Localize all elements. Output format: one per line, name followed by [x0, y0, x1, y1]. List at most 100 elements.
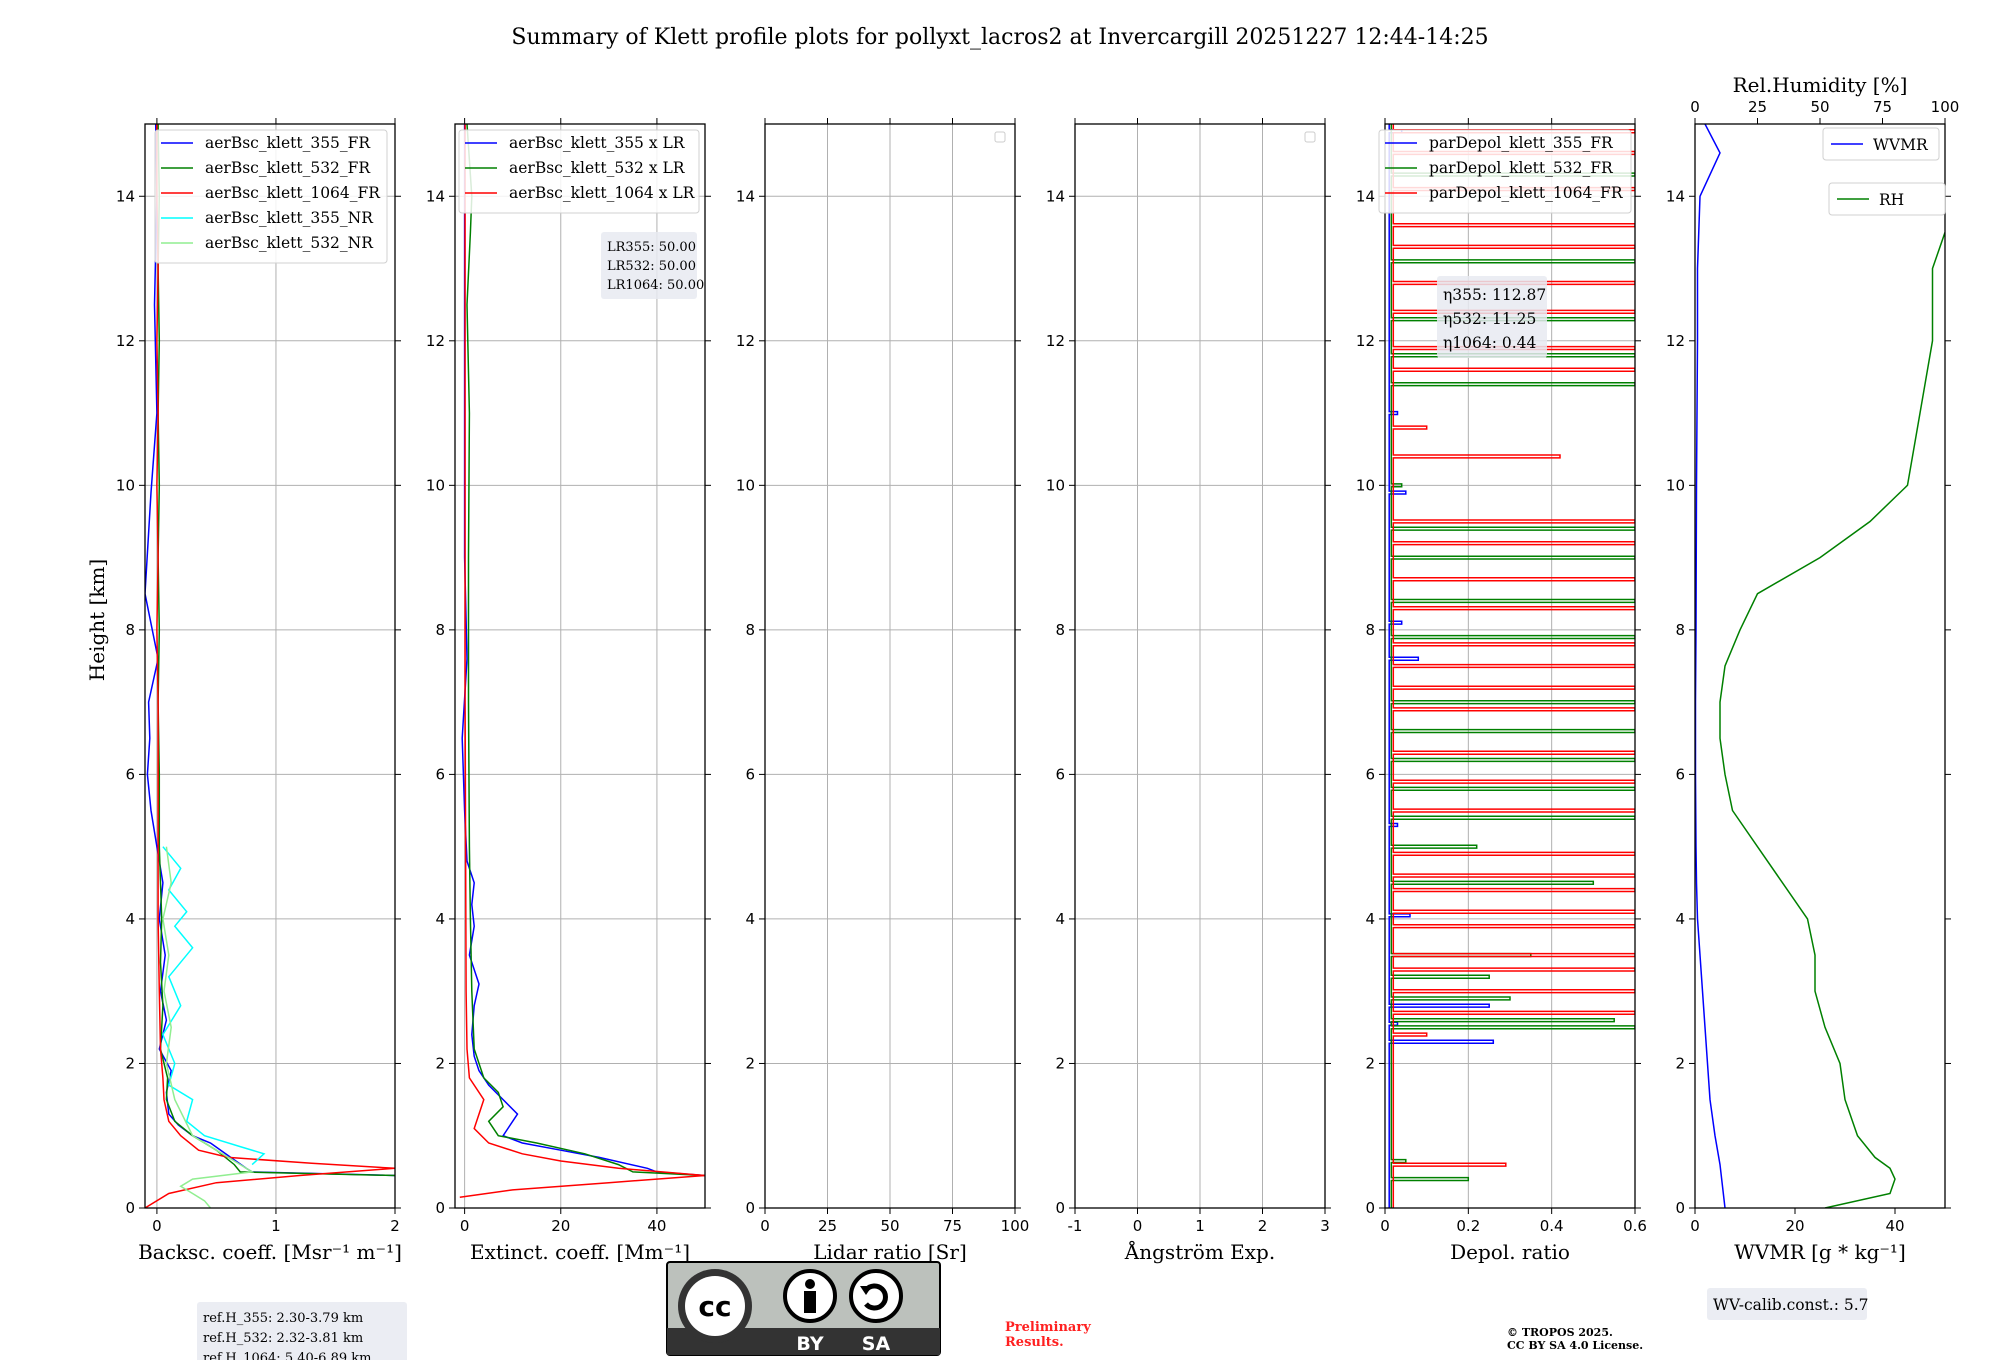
y-tick-label: 12	[426, 332, 445, 350]
panel-ext: 0 2 4 6 8 10 12 14 0 20 40 Extinct. coeff. [Mm⁻¹] ae…	[426, 118, 711, 1264]
x-tick-label: 3	[1320, 1217, 1330, 1235]
series-line-aerbsc-klett-355-fr	[145, 124, 395, 1177]
x-tick-label: 0	[1380, 1217, 1390, 1235]
x-tick-label: 2	[390, 1217, 400, 1235]
y-tick-label: 2	[1055, 1054, 1065, 1072]
x-tick-label: 0	[1690, 1217, 1700, 1235]
x-tick-label: 0	[1133, 1217, 1143, 1235]
axes-frame	[1384, 123, 1636, 1209]
x-tick-label: 25	[818, 1217, 837, 1235]
empty-legend-box	[994, 131, 1006, 143]
y-tick-label: 10	[736, 476, 755, 494]
annotation-line: LR355: 50.00	[607, 240, 696, 255]
x-axis-label-lr: Lidar ratio [Sr]	[813, 1240, 967, 1264]
y-tick-label: 6	[435, 765, 445, 783]
top-x-tick-label: 0	[1690, 98, 1700, 116]
x-tick-label: 0	[460, 1217, 470, 1235]
y-tick-label: 2	[435, 1054, 445, 1072]
legend-label: aerBsc_klett_532_NR	[205, 234, 374, 252]
annotation-line: LR532: 50.00	[607, 259, 696, 274]
annotation-box	[1437, 276, 1547, 358]
annotation-line: LR1064: 50.00	[607, 278, 704, 293]
y-tick-label: 8	[1055, 621, 1065, 639]
top-x-axis-label: Rel.Humidity [%]	[1733, 73, 1908, 97]
annotation-line: η355: 112.87	[1443, 286, 1546, 304]
y-tick-label: 2	[745, 1054, 755, 1072]
y-tick-label: 10	[1046, 476, 1065, 494]
plot-area-wv	[1695, 124, 1945, 1208]
axes-frame	[144, 123, 396, 1209]
legend-label: aerBsc_klett_355_NR	[205, 209, 374, 227]
legend-box	[154, 129, 388, 264]
y-tick-label: 0	[125, 1199, 135, 1217]
series-line-aerbsc-klett-532-x-lr	[466, 124, 705, 1177]
legend-label: parDepol_klett_532_FR	[1429, 159, 1614, 177]
copyright-line-1: © TROPOS 2025.	[1507, 1326, 1613, 1339]
x-axis-label-dep: Depol. ratio	[1450, 1240, 1570, 1264]
y-tick-label: 12	[1046, 332, 1065, 350]
legend-label: parDepol_klett_355_FR	[1429, 134, 1614, 152]
axes-frame	[454, 123, 706, 1209]
figure-title: Summary of Klett profile plots for polly…	[511, 25, 1488, 50]
legend-label: aerBsc_klett_532 x LR	[509, 159, 686, 177]
series-line-aerbsc-klett-1064-x-lr	[459, 124, 705, 1198]
cc-license-badge: cc BY SA	[666, 1261, 941, 1356]
x-tick-label: 40	[1885, 1217, 1904, 1235]
legend-box	[1378, 129, 1632, 214]
x-tick-label: 2	[1258, 1217, 1268, 1235]
panels: 0 2 4 6 8 10 12 14 0 1 2 Backsc. coeff. [Msr⁻¹ m⁻¹]…	[116, 73, 1959, 1360]
y-tick-label: 14	[736, 187, 755, 205]
y-tick-label: 12	[1356, 332, 1375, 350]
y-tick-label: 2	[1675, 1054, 1685, 1072]
y-tick-label: 0	[1055, 1199, 1065, 1217]
series-line-aerbsc-klett-1064-fr	[145, 124, 395, 1208]
legend-box	[458, 129, 700, 214]
legend-box	[1828, 182, 1946, 216]
y-tick-label: 2	[1365, 1054, 1375, 1072]
legend-label: WVMR	[1873, 136, 1929, 154]
x-axis-label-bsc: Backsc. coeff. [Msr⁻¹ m⁻¹]	[138, 1240, 402, 1264]
y-tick-label: 8	[435, 621, 445, 639]
annotation-line: ref.H_355: 2.30-3.79 km	[203, 1311, 363, 1326]
series-line-wvmr	[1695, 124, 1726, 1208]
series-line-pardepol-klett-355-fr	[1388, 124, 1495, 1208]
x-tick-label: 50	[880, 1217, 899, 1235]
x-axis-label-ang: Ångström Exp.	[1124, 1239, 1275, 1264]
legend-label: parDepol_klett_1064_FR	[1429, 184, 1624, 202]
legend-label: RH	[1879, 191, 1904, 209]
y-tick-label: 6	[125, 765, 135, 783]
series-line-aerbsc-klett-532-nr	[162, 846, 255, 1208]
annotation-box	[601, 232, 697, 299]
x-tick-label: 0	[760, 1217, 770, 1235]
y-tick-label: 0	[435, 1199, 445, 1217]
panel-dep: 0 2 4 6 8 10 12 14 0 0.2 0.4 0.6 Depol. ratio parDepo…	[1356, 118, 1647, 1264]
y-axis-label: Height [km]	[85, 559, 109, 681]
x-tick-label: 20	[1785, 1217, 1804, 1235]
series-line-pardepol-klett-532-fr	[1390, 124, 1635, 1208]
sa-share-icon	[849, 1269, 903, 1323]
legend-label: aerBsc_klett_1064 x LR	[509, 184, 696, 202]
y-tick-label: 12	[736, 332, 755, 350]
y-tick-label: 4	[125, 910, 135, 928]
y-tick-label: 14	[1046, 187, 1065, 205]
y-tick-label: 4	[1675, 910, 1685, 928]
y-tick-label: 0	[745, 1199, 755, 1217]
y-tick-label: 10	[1356, 476, 1375, 494]
y-tick-label: 14	[116, 187, 135, 205]
y-tick-label: 6	[1055, 765, 1065, 783]
copyright-line-2: CC BY SA 4.0 License.	[1507, 1339, 1643, 1352]
y-tick-label: 10	[1666, 476, 1685, 494]
y-tick-label: 14	[1666, 187, 1685, 205]
legend-label: aerBsc_klett_355 x LR	[509, 134, 686, 152]
y-tick-label: 12	[1666, 332, 1685, 350]
plot-area-bsc	[145, 124, 395, 1208]
x-tick-label: 0.2	[1456, 1217, 1480, 1235]
y-tick-label: 0	[1365, 1199, 1375, 1217]
preliminary-line-2: Results.	[1005, 1335, 1064, 1350]
y-tick-label: 4	[1365, 910, 1375, 928]
sa-label: SA	[862, 1333, 891, 1355]
annotation-line: ref.H_1064: 5.40-6.89 km	[203, 1351, 371, 1360]
x-axis-label-ext: Extinct. coeff. [Mm⁻¹]	[470, 1240, 690, 1264]
